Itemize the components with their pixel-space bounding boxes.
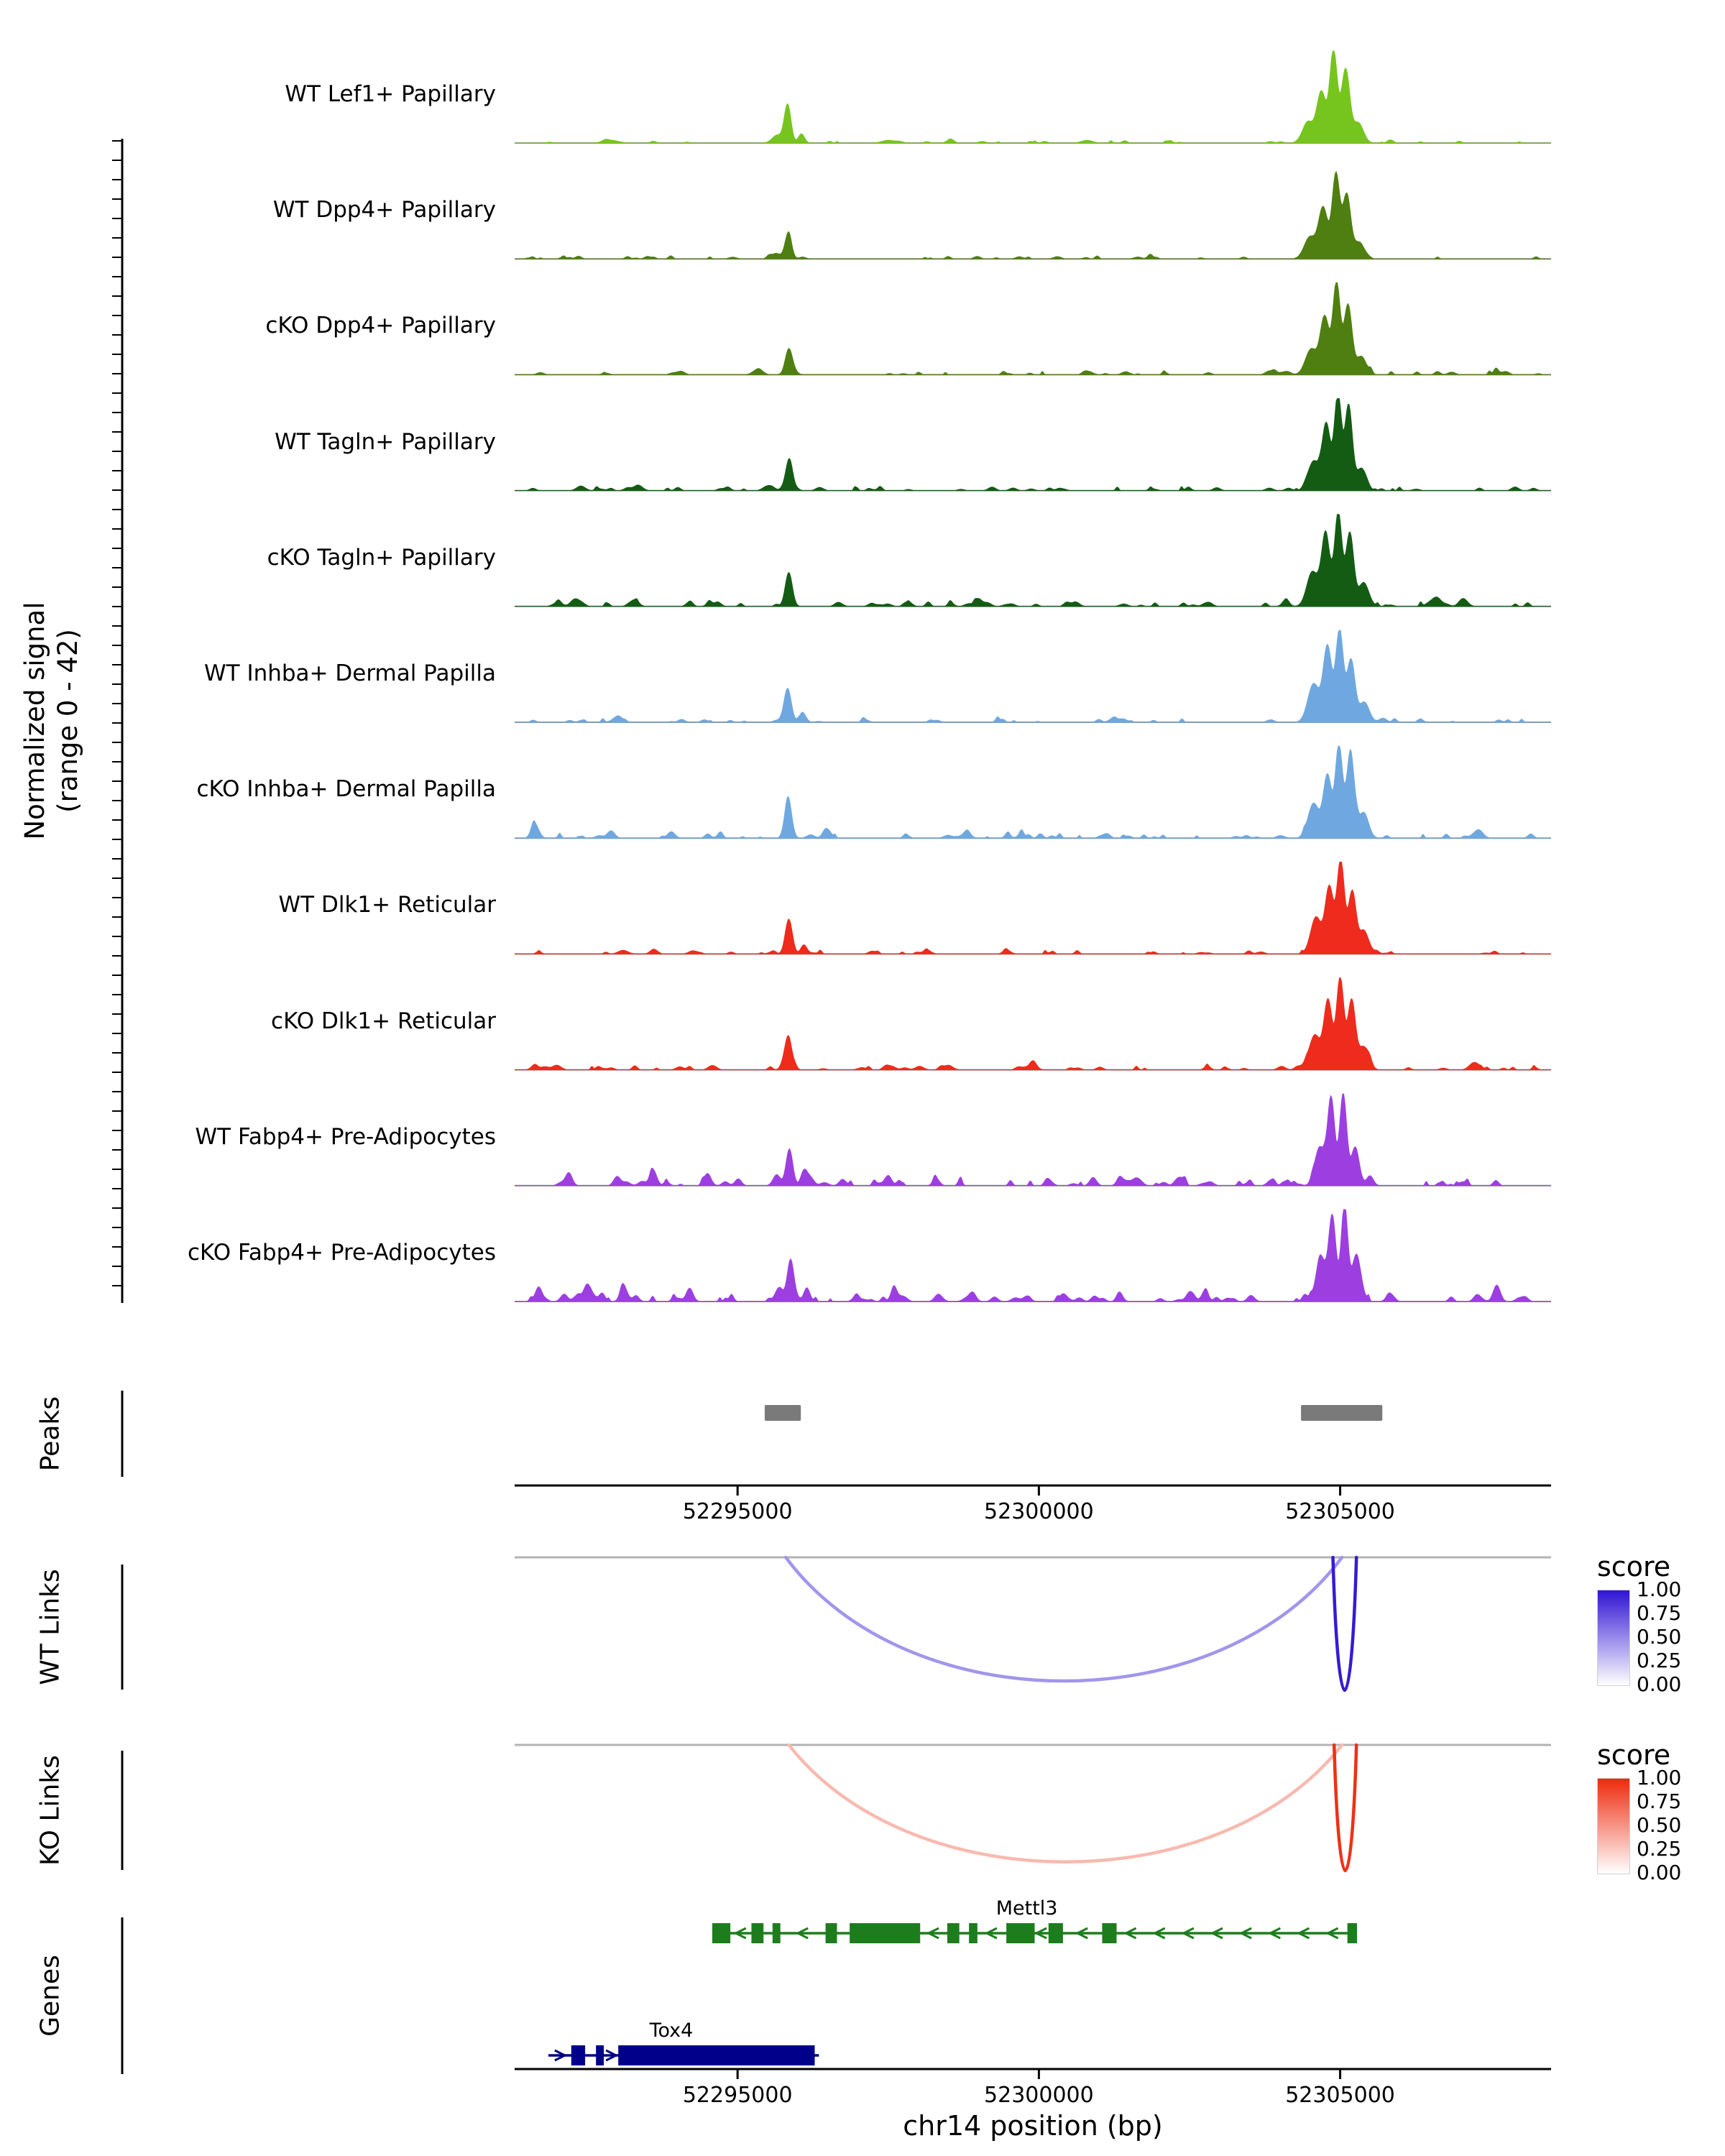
gene-exon	[751, 1923, 764, 1943]
coverage-signal	[515, 1093, 1551, 1187]
coverage-signal	[515, 514, 1551, 607]
strand-arrow	[554, 2049, 568, 2062]
axis-tick-label: 52295000	[683, 1499, 793, 1524]
axis-tick-label: 52300000	[984, 1499, 1094, 1524]
wt-links-track	[515, 1555, 1551, 1692]
gene-exon	[1347, 1923, 1358, 1943]
gene-exon	[969, 1923, 978, 1943]
strand-arrow	[1181, 1927, 1195, 1940]
coordinate-axis-bottom: 52295000 52300000 52305000 chr14 position (…	[515, 2068, 1551, 2142]
strand-arrow	[1238, 1927, 1252, 1940]
signal-axis-ruler	[112, 139, 124, 1303]
coverage-signal	[515, 745, 1551, 839]
strand-arrow	[1152, 1927, 1166, 1940]
gene-exon	[772, 1923, 781, 1943]
strand-arrow	[1075, 1927, 1088, 1940]
gene-exon	[850, 1923, 921, 1943]
axis-title: chr14 position (bp)	[903, 2110, 1163, 2142]
coverage-signal	[515, 861, 1551, 954]
gene-exon	[947, 1923, 960, 1943]
axis-tick-label: 52305000	[1285, 1499, 1395, 1524]
gene-exon	[596, 2045, 604, 2065]
gene-exon	[1006, 1923, 1035, 1943]
link-arc	[1332, 1743, 1358, 1872]
coverage-signal	[515, 50, 1551, 144]
gene-label: Tox4	[649, 2019, 694, 2042]
coverage-signal	[515, 630, 1551, 723]
strand-arrow	[1123, 1927, 1137, 1940]
axis-tick-label: 52305000	[1285, 2083, 1395, 2108]
peak-region	[764, 1405, 801, 1421]
gene-exon	[1102, 1923, 1117, 1943]
link-arc	[784, 1555, 1344, 1683]
coordinate-axis-top: 52295000 52300000 52305000	[515, 1484, 1551, 1524]
axis-tick-label: 52295000	[683, 2083, 793, 2108]
strand-arrow	[795, 1927, 809, 1940]
genes-track: Mettl3 Tox4	[548, 1897, 1358, 2065]
strand-arrow	[1210, 1927, 1223, 1940]
gene-exon	[618, 2045, 815, 2065]
coverage-signal	[515, 398, 1551, 492]
ko-links-track	[515, 1743, 1551, 1872]
link-arc	[787, 1743, 1344, 1864]
gene-label: Mettl3	[996, 1897, 1058, 1920]
strand-arrow	[926, 1927, 939, 1940]
strand-arrow	[1297, 1927, 1310, 1940]
strand-arrow	[1034, 1927, 1047, 1940]
gene-exon	[571, 2045, 586, 2065]
coverage-signal	[515, 1209, 1551, 1302]
strand-arrow	[1325, 1927, 1339, 1940]
coverage-signal	[515, 282, 1551, 375]
strand-arrow	[1267, 1927, 1281, 1940]
strand-arrow	[984, 1927, 998, 1940]
coverage-tracks	[515, 50, 1551, 1302]
gene-exon	[1048, 1923, 1063, 1943]
gene-exon	[712, 1923, 731, 1943]
peaks-track	[764, 1405, 1383, 1421]
strand-arrow	[733, 1927, 747, 1940]
axis-tick-label: 52300000	[984, 2083, 1094, 2108]
link-arc	[1331, 1555, 1358, 1692]
peak-region	[1301, 1405, 1383, 1421]
strand-arrow	[605, 2049, 619, 2062]
gene-exon	[825, 1923, 837, 1943]
coverage-signal	[515, 170, 1551, 259]
coverage-signal	[515, 977, 1551, 1071]
